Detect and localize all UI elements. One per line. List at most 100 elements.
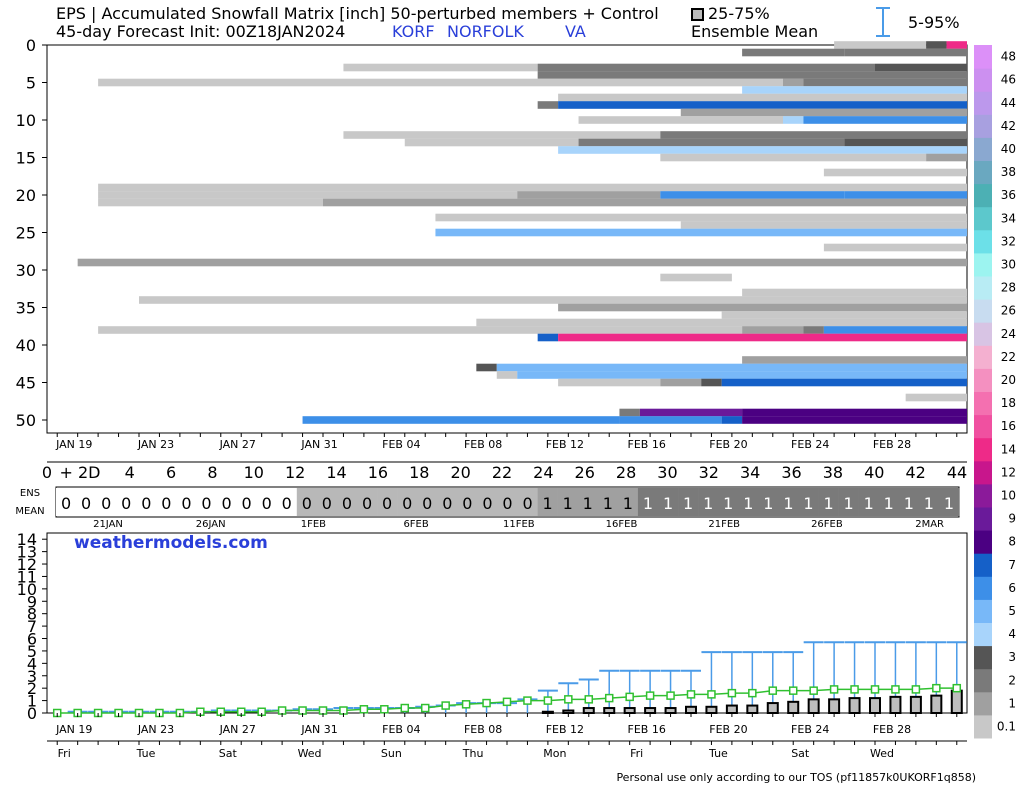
member-bar	[660, 191, 845, 199]
day-axis-label: 34	[740, 463, 760, 482]
colorbar-label: 16	[1001, 419, 1016, 433]
ens-cell-value: 0	[161, 494, 171, 513]
day-axis-label: 36	[781, 463, 801, 482]
colorbar-label: 8	[1008, 535, 1016, 549]
ens-cell-value: 1	[643, 494, 653, 513]
dist-y-label: 2	[27, 679, 37, 698]
ens-cell-value: 0	[81, 494, 91, 513]
weekday-label: Thu	[462, 747, 484, 760]
mean-marker	[420, 703, 430, 713]
colorbar-swatch	[974, 206, 992, 231]
ens-cell	[216, 488, 237, 516]
matrix-x-label: FEB 20	[709, 438, 747, 451]
day-axis-label: 44	[947, 463, 967, 482]
member-bar	[844, 48, 967, 57]
day-axis-label: 32	[699, 463, 719, 482]
mean-marker	[339, 706, 348, 715]
member-bar	[875, 63, 967, 72]
colorbar-label: 2	[1008, 673, 1016, 687]
colorbar-label: 0.1	[997, 719, 1016, 733]
colorbar-swatch	[974, 483, 992, 508]
member-bar	[435, 213, 967, 222]
colorbar-swatch	[974, 45, 992, 69]
member-bar	[302, 416, 620, 424]
brand-watermark: weathermodels.com	[74, 533, 268, 553]
member-bar	[926, 41, 947, 49]
ens-cell	[918, 488, 940, 516]
weekday-label: Sat	[219, 747, 238, 760]
matrix-x-label: FEB 04	[382, 438, 420, 451]
colorbar-label: 3	[1008, 650, 1016, 664]
day-axis-label: 22	[492, 463, 512, 482]
colorbar-swatch	[974, 714, 992, 739]
iqr-box	[603, 707, 616, 715]
member-bar	[558, 303, 967, 312]
strip-date-label: 11FEB	[503, 519, 535, 530]
member-bar	[517, 371, 967, 379]
ens-cell-value: 0	[482, 494, 492, 513]
ens-cell-value: 1	[543, 494, 553, 513]
day-axis-label: 10	[244, 463, 264, 482]
member-bar	[844, 191, 967, 199]
colorbar-swatch	[974, 276, 992, 300]
mean-marker	[768, 686, 778, 695]
colorbar-label: 14	[1001, 442, 1016, 456]
mean-marker	[380, 705, 389, 714]
colorbar-swatch	[974, 460, 992, 485]
member-bar	[660, 153, 927, 162]
member-bar	[680, 221, 967, 229]
member-bar	[823, 168, 967, 177]
colorbar-swatch	[974, 414, 992, 439]
ens-cell-value: 1	[763, 494, 773, 513]
colorbar-swatch	[974, 530, 992, 554]
ens-cell	[838, 488, 859, 516]
ens-cell-value: 1	[904, 494, 914, 513]
iqr-box	[766, 702, 779, 715]
day-axis-label: 20	[450, 463, 470, 482]
day-axis-label: 6	[166, 463, 176, 482]
chart-title: EPS | Accumulated Snowfall Matrix [inch]…	[56, 4, 659, 23]
strip-date-label: 26FEB	[811, 519, 843, 530]
ens-cell	[537, 488, 558, 516]
dist-y-label: 8	[27, 605, 37, 624]
colorbar-swatch	[974, 668, 992, 693]
dist-x-label: FEB 04	[382, 723, 420, 736]
member-bar	[783, 78, 804, 87]
dist-x-label: FEB 24	[791, 723, 829, 736]
member-bar	[619, 408, 640, 417]
iqr-box	[705, 705, 718, 714]
member-bar	[404, 138, 579, 147]
strip-date-label: 2MAR	[915, 519, 944, 530]
ens-cell-value: 0	[121, 494, 131, 513]
member-bar	[98, 191, 518, 199]
ens-cell	[658, 488, 679, 516]
dist-x-label: FEB 12	[546, 723, 584, 736]
ens-cell	[698, 488, 719, 516]
strip-date-label: 6FEB	[403, 519, 428, 530]
iqr-box	[582, 707, 595, 715]
member-bar	[496, 363, 967, 372]
day-axis-label: 4	[125, 463, 135, 482]
ens-cell	[377, 488, 398, 516]
ens-cell-value: 0	[262, 494, 272, 513]
day-axis-label: 0	[42, 463, 52, 482]
ens-cell-value: 0	[101, 494, 111, 513]
ens-cell-value: 1	[803, 494, 813, 513]
matrix-x-label: FEB 12	[546, 438, 584, 451]
matrix-y-label: 50	[16, 411, 36, 430]
mean-marker	[502, 697, 512, 707]
member-bar	[558, 378, 661, 387]
ens-cell	[517, 488, 538, 516]
legend-mean-label: Ensemble Mean	[691, 22, 819, 41]
member-bar	[639, 408, 743, 417]
iqr-box	[889, 695, 902, 714]
member-bar	[558, 333, 967, 342]
ens-cell	[678, 488, 699, 516]
ens-cell	[557, 488, 579, 516]
weekday-label: Tue	[708, 747, 728, 760]
station-state: VA	[565, 22, 586, 41]
member-bar	[946, 41, 967, 49]
ens-cell-value: 0	[402, 494, 412, 513]
colorbar-label: 22	[1001, 350, 1016, 364]
iqr-box	[623, 707, 636, 715]
